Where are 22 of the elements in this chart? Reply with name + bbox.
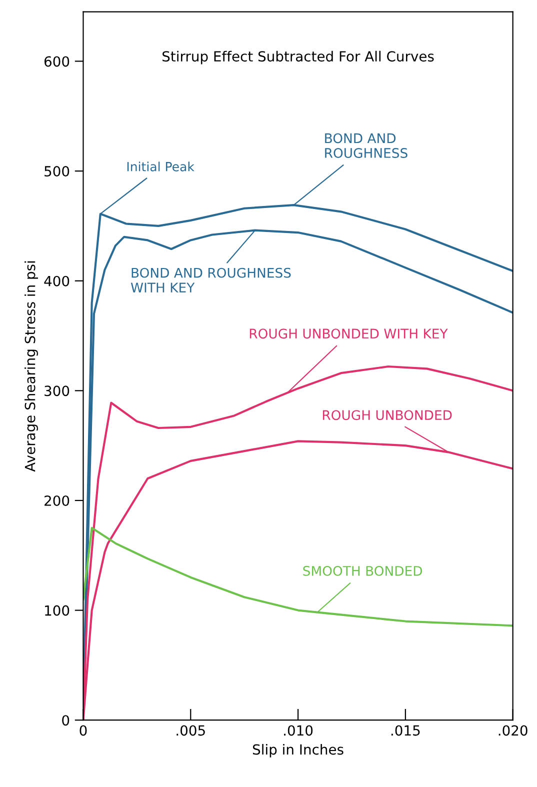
x-tick-label: .015 [391,725,420,736]
y-tick-label: 200 [44,495,70,506]
y-tick-label: 400 [44,276,70,286]
y-tick-label: 300 [44,386,70,396]
y-tick-label: 500 [44,166,70,177]
annotation: Stirrup Effect Subtracted For All Curves [162,50,434,64]
text: BOND AND ROUGHNESS [325,133,408,158]
series-label: ROUGH UNBONDED [322,410,452,420]
text: SMOOTH BONDED [303,566,422,576]
text: ROUGH UNBONDED WITH KEY [250,328,448,339]
y-axis-title: Average Shearing Stress in psi [24,261,38,472]
line-series [83,526,513,627]
y-tick-label: 600 [44,56,70,67]
x-axis-title: Slip in Inches [252,744,344,758]
x-tick-label: 0 [80,725,87,736]
y-tick-label: 0 [62,715,70,726]
series-label: BOND AND ROUGHNESS WITH KEY [130,268,291,292]
x-tick-label: .010 [284,725,313,736]
y-tick-label: 100 [45,605,70,616]
annotation: Initial Peak [127,162,194,172]
x-tick-label: .020 [498,725,528,736]
x-tick-label: .005 [176,725,205,736]
